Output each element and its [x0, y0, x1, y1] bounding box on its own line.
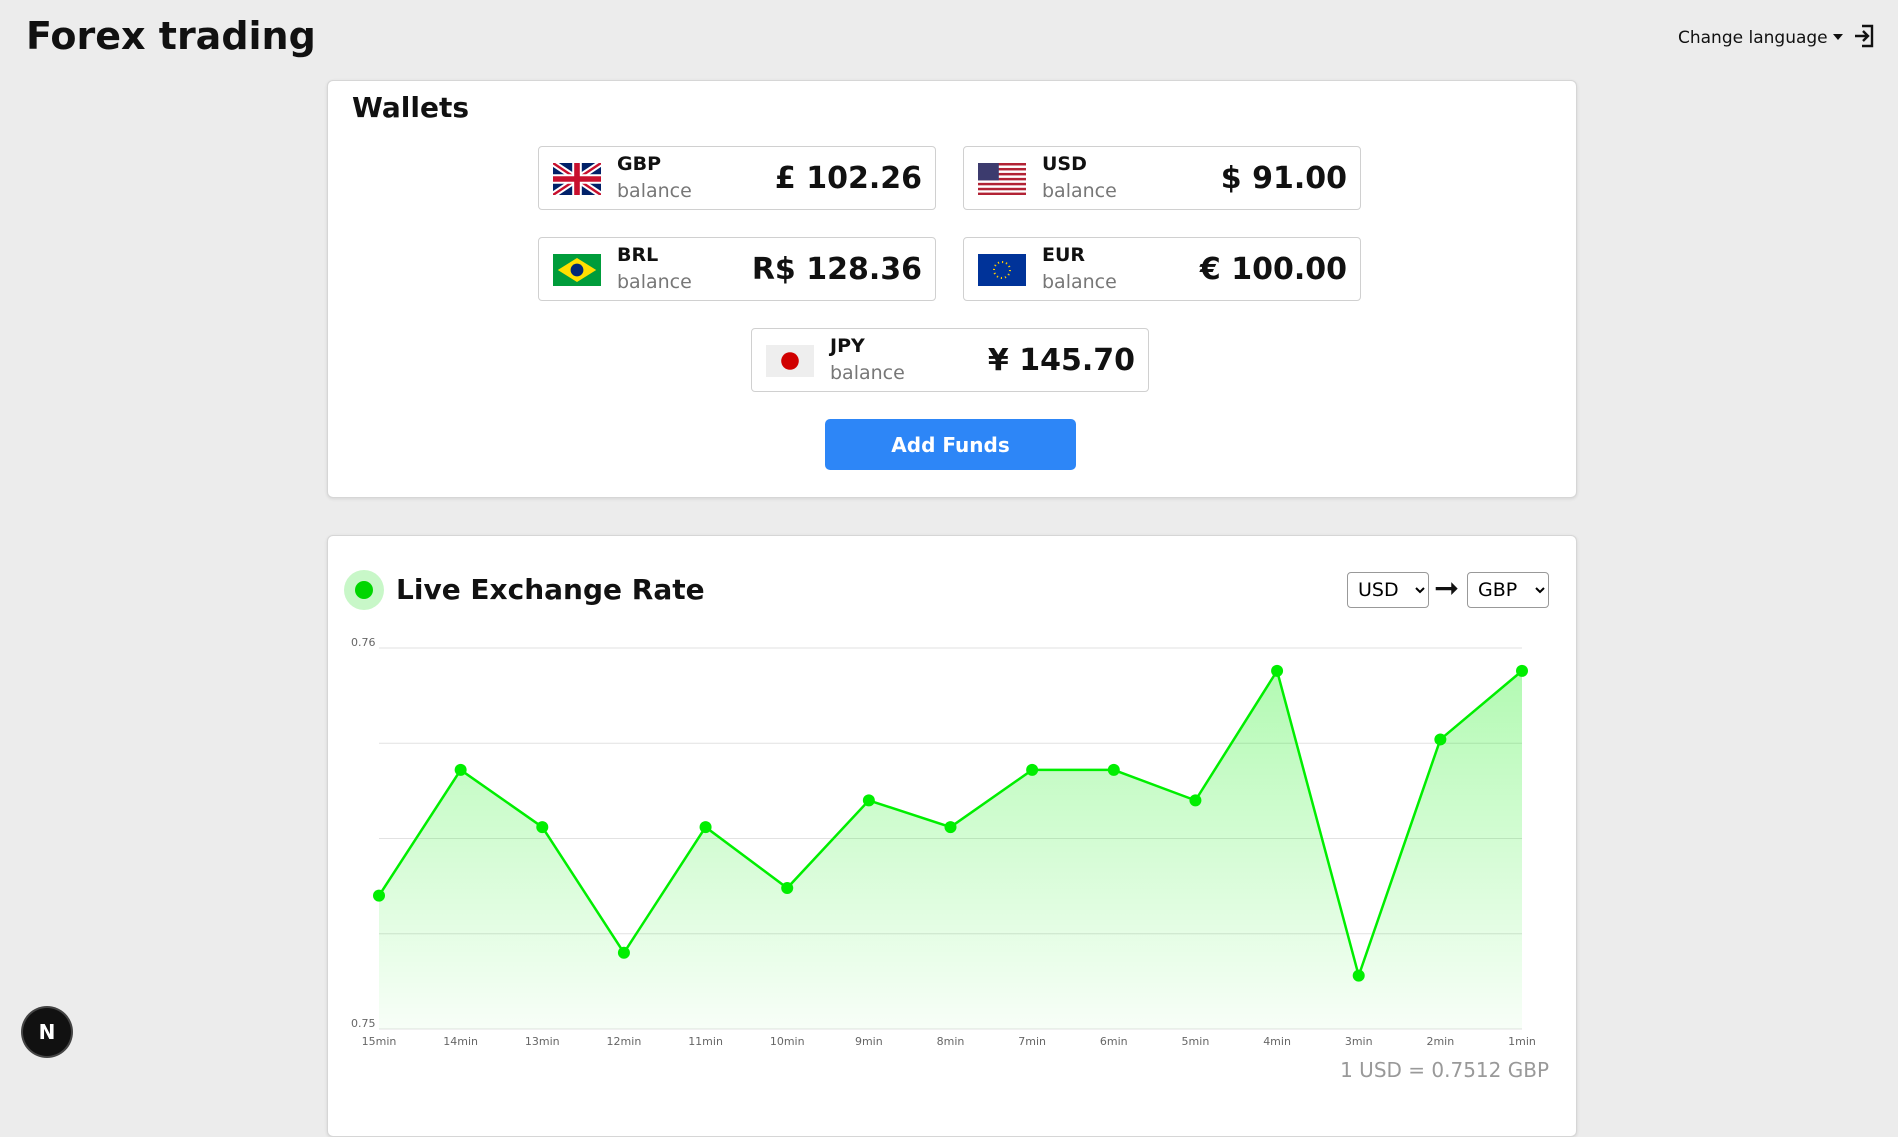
point: [536, 821, 549, 834]
x-tick-label: 13min: [525, 1035, 560, 1048]
language-menu[interactable]: Change language: [1678, 28, 1843, 48]
flag-gbp: [553, 163, 601, 195]
currency: GBP: [617, 153, 662, 175]
balance-label: balance: [830, 362, 905, 384]
point: [1271, 664, 1284, 677]
y-tick-label: 0.75: [351, 1017, 376, 1030]
currency: JPY: [830, 335, 865, 357]
wallets-title: Wallets: [352, 91, 470, 124]
wallet: BRL balance R$ 128.36: [538, 237, 936, 301]
point: [944, 821, 957, 834]
point: [617, 946, 630, 959]
point: [454, 763, 467, 776]
y-tick-label: 0.76: [351, 636, 376, 649]
x-tick-label: 5min: [1182, 1035, 1210, 1048]
point: [1026, 763, 1039, 776]
point: [699, 821, 712, 834]
x-tick-label: 9min: [855, 1035, 883, 1048]
balance-label: balance: [1042, 271, 1117, 293]
balance-label: balance: [1042, 180, 1117, 202]
wallet: USD balance $ 91.00: [963, 146, 1361, 210]
wallet: JPY balance ¥ 145.70: [751, 328, 1149, 392]
x-tick-label: 2min: [1426, 1035, 1454, 1048]
amount: $ 91.00: [1220, 161, 1347, 196]
x-tick-label: 8min: [937, 1035, 965, 1048]
currency: USD: [1042, 153, 1087, 175]
wallet: EUR balance € 100.00: [963, 237, 1361, 301]
point: [1516, 664, 1528, 677]
flag-usd: [978, 163, 1026, 195]
amount: ¥ 145.70: [987, 343, 1135, 378]
point: [1352, 969, 1365, 982]
wallet: GBP balance £ 102.26: [538, 146, 936, 210]
add-funds-button[interactable]: Add Funds: [825, 419, 1076, 470]
dev-badge[interactable]: N: [23, 1008, 71, 1056]
x-tick-label: 10min: [770, 1035, 805, 1048]
point: [1107, 763, 1120, 776]
flag-eur: [978, 254, 1026, 286]
flag-jpy: [766, 345, 814, 377]
point: [781, 882, 794, 895]
balance-label: balance: [617, 180, 692, 202]
x-tick-label: 4min: [1263, 1035, 1291, 1048]
x-tick-label: 7min: [1018, 1035, 1046, 1048]
currency: EUR: [1042, 244, 1086, 266]
flag-brl: [553, 254, 601, 286]
arrow: ➞: [1434, 571, 1460, 606]
app-title: Forex trading: [26, 14, 316, 58]
x-tick-label: 6min: [1100, 1035, 1128, 1048]
point: [373, 889, 385, 902]
rate-title: Live Exchange Rate: [396, 573, 705, 606]
x-tick-label: 1min: [1508, 1035, 1536, 1048]
chart: 0.75 0.76 15min 14min 13min 12min 11min 10min 9m…: [351, 636, 1536, 1048]
x-tick-label: 12min: [607, 1035, 642, 1048]
x-tick-label: 11min: [688, 1035, 723, 1048]
amount: £ 102.26: [774, 161, 922, 196]
x-tick-label: 3min: [1345, 1035, 1373, 1048]
amount: R$ 128.36: [751, 252, 922, 287]
x-tick-label: 15min: [362, 1035, 397, 1048]
page: {"header": {"title": "Forex trading", "l…: [0, 0, 1898, 1079]
rate-footer: 1 USD = 0.7512 GBP: [1340, 1058, 1549, 1082]
point: [1189, 794, 1202, 807]
from-select[interactable]: USD: [1347, 572, 1429, 608]
to-select[interactable]: GBP: [1467, 572, 1549, 608]
amount: € 100.00: [1199, 252, 1347, 287]
point: [1434, 733, 1447, 746]
live-indicator: [344, 570, 384, 610]
logout-icon[interactable]: [1853, 24, 1875, 48]
point: [862, 794, 875, 807]
currency: BRL: [617, 244, 659, 266]
area: [379, 670, 1522, 1029]
balance-label: balance: [617, 271, 692, 293]
x-tick-label: 14min: [443, 1035, 478, 1048]
